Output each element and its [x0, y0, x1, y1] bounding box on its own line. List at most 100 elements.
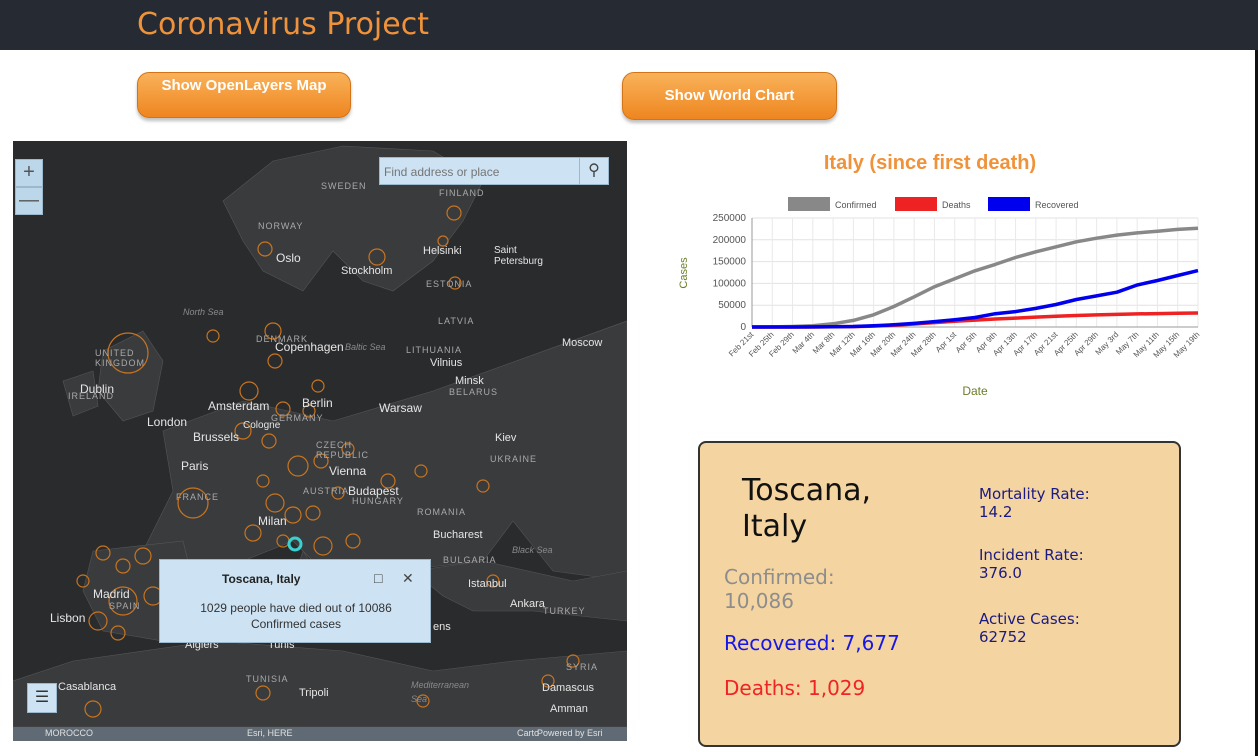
mortality-value: 14.2 — [979, 503, 1013, 521]
map-label: North Sea — [183, 307, 224, 317]
zoom-out-button[interactable]: — — [15, 187, 43, 215]
popup-body: 1029 people have died out of 10086 Confi… — [160, 600, 432, 632]
map-label: Minsk — [455, 375, 484, 387]
map-search: ⚲ — [379, 157, 609, 185]
map-popup: Toscana, Italy □ ✕ 1029 people have died… — [159, 559, 431, 643]
map-label: LITHUANIA — [406, 345, 463, 355]
map-label: Vienna — [329, 464, 367, 478]
attribution-mid: Carto — [517, 728, 540, 738]
show-openlayers-map-button[interactable]: Show OpenLayers Map — [137, 72, 351, 118]
map-label: Warsaw — [379, 401, 422, 415]
map-label: Baltic Sea — [345, 342, 386, 352]
map-label: Saint Petersburg — [494, 245, 543, 267]
map-label: MOROCCO — [45, 728, 93, 738]
y-tick-label: 100000 — [713, 278, 747, 289]
map-label: TURKEY — [543, 606, 586, 616]
map-label: BELARUS — [449, 387, 499, 397]
search-input[interactable] — [382, 160, 582, 184]
y-tick-label: 200000 — [713, 235, 747, 246]
app-header: Coronavirus Project — [0, 0, 1258, 50]
dock-icon[interactable]: □ — [374, 570, 383, 586]
map-label: London — [147, 415, 188, 429]
map-label: Berlin — [302, 396, 333, 410]
map-label: Damascus — [542, 682, 594, 694]
map-label: Brussels — [193, 430, 240, 444]
map-label: BULGARIA — [443, 555, 497, 565]
map-label: UKRAINE — [490, 454, 538, 464]
popup-line: Confirmed cases — [250, 617, 342, 631]
map-label: Milan — [258, 514, 287, 528]
y-tick-label: 0 — [740, 322, 746, 333]
attribution-left: Esri, HERE — [247, 728, 293, 738]
legend-label: Recovered — [1035, 200, 1079, 210]
show-world-chart-button[interactable]: Show World Chart — [622, 72, 837, 120]
map-label: Kiev — [495, 432, 517, 444]
map-label: CZECH REPUBLIC — [316, 440, 370, 460]
confirmed-label: Confirmed: — [724, 565, 835, 589]
window-border — [1255, 50, 1258, 756]
list-icon[interactable]: ☰ — [27, 683, 57, 713]
search-icon[interactable]: ⚲ — [579, 158, 608, 184]
mortality-rate: Mortality Rate: 14.2 — [979, 485, 1090, 521]
map-label: HUNGARY — [352, 496, 404, 506]
region-info-panel: Toscana, Italy Confirmed: 10,086 Recover… — [698, 441, 1181, 747]
confirmed-stat: Confirmed: 10,086 — [724, 565, 835, 613]
map-attribution: MOROCCO Esri, HERE Carto Powered by Esri — [13, 727, 627, 741]
active-cases: Active Cases: 62752 — [979, 610, 1080, 646]
legend-label: Confirmed — [835, 200, 877, 210]
series-line-recovered — [752, 268, 1199, 329]
map-label: IRELAND — [68, 391, 115, 401]
incident-value: 376.0 — [979, 564, 1022, 582]
map-label: Amsterdam — [208, 399, 270, 413]
map-label: ESTONIA — [426, 279, 473, 289]
map-label: Black Sea — [512, 545, 553, 555]
map-label: Tripoli — [299, 687, 329, 699]
map-label: Budapest — [348, 484, 399, 498]
x-axis-label: Date — [962, 384, 988, 398]
active-label: Active Cases: — [979, 610, 1080, 628]
map-label: Oslo — [276, 251, 301, 265]
chart-title: Italy (since first death) — [823, 152, 1037, 174]
map-label: NORWAY — [258, 221, 304, 231]
incident-rate: Incident Rate: 376.0 — [979, 546, 1084, 582]
map-label: Ankara — [510, 598, 545, 610]
legend-label: Deaths — [942, 200, 971, 210]
map-label: Vilnius — [430, 357, 463, 369]
map-label: FRANCE — [176, 492, 220, 502]
mortality-label: Mortality Rate: — [979, 485, 1090, 503]
attribution-right: Powered by Esri — [537, 728, 603, 738]
map-label: SPAIN — [109, 601, 141, 611]
map-label: Casablanca — [58, 681, 117, 693]
map-label: SYRIA — [566, 662, 599, 672]
app-title: Coronavirus Project — [137, 7, 429, 42]
map-label: LATVIA — [438, 316, 475, 326]
legend-swatch-recovered — [988, 197, 1030, 211]
zoom-in-button[interactable]: + — [15, 159, 43, 187]
y-tick-label: 150000 — [713, 257, 747, 268]
map-label: Moscow — [562, 337, 603, 349]
x-tick-label: Apr 5th — [954, 330, 979, 355]
map-label: Mediterranean Sea — [411, 680, 470, 704]
map-label: Helsinki — [423, 245, 462, 257]
confirmed-value: 10,086 — [724, 589, 794, 613]
map-label: Amman — [550, 703, 588, 715]
map-label: Lisbon — [50, 611, 86, 625]
map-label: AUSTRIA — [303, 486, 350, 496]
y-tick-label: 250000 — [713, 213, 747, 224]
incident-label: Incident Rate: — [979, 546, 1084, 564]
map-label: Madrid — [93, 587, 130, 601]
recovered-stat: Recovered: 7,677 — [724, 631, 900, 655]
region-name: Toscana, Italy — [742, 473, 872, 544]
map-label: Bucharest — [433, 529, 483, 541]
map-label: UNITED KINGDOM — [95, 348, 146, 368]
popup-title: Toscana, Italy — [222, 572, 301, 586]
map-label: Istanbul — [468, 578, 507, 590]
close-icon[interactable]: ✕ — [402, 570, 414, 586]
y-tick-label: 50000 — [718, 300, 746, 311]
map-label: GERMANY — [271, 413, 324, 423]
map-label: Paris — [181, 459, 209, 473]
active-value: 62752 — [979, 628, 1027, 646]
map-view[interactable]: + — ⚲ SWEDEN FINLAND NORWAY Oslo Helsink… — [13, 141, 627, 741]
map-label: TUNISIA — [246, 674, 289, 684]
